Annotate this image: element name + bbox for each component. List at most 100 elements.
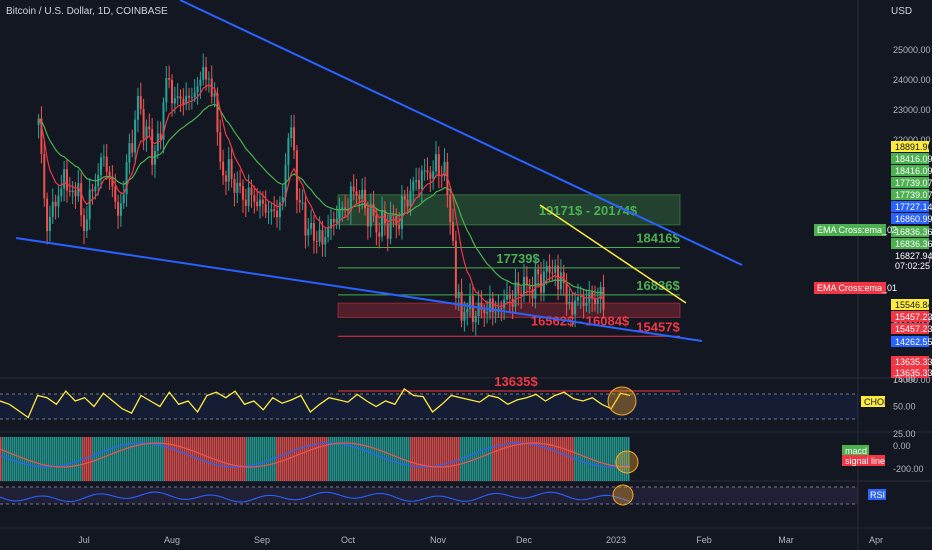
macd-histogram-bar (298, 437, 300, 481)
macd-histogram-bar (94, 437, 96, 481)
candle-body (426, 170, 429, 173)
candle-body (281, 197, 284, 203)
candle-body (318, 229, 321, 242)
rsi-highlight-circle (612, 484, 634, 506)
macd-histogram-bar (482, 437, 484, 481)
lower-trendline (15, 237, 703, 342)
macd-histogram-bar (410, 437, 412, 481)
macd-histogram-bar (122, 437, 124, 481)
macd-histogram-bar (366, 437, 368, 481)
macd-histogram-bar (266, 437, 268, 481)
price-tick-1: 24000.00 (893, 75, 931, 85)
macd-histogram-bar (236, 437, 238, 481)
macd-histogram-bar (18, 437, 20, 481)
macd-histogram-bar (468, 437, 470, 481)
macd-histogram-bar (252, 437, 254, 481)
macd-histogram-bar (58, 437, 60, 481)
price-label-1: 18416.09 (895, 154, 932, 164)
macd-histogram-bar (318, 437, 320, 481)
macd-histogram-bar (570, 437, 572, 481)
macd-histogram-bar (284, 437, 286, 481)
macd-histogram-bar (514, 437, 516, 481)
macd-histogram-bar (204, 437, 206, 481)
candle-body (119, 203, 122, 216)
macd-histogram-bar (46, 437, 48, 481)
price-label-0: 18891.96 (895, 142, 932, 152)
macd-histogram-bar (492, 437, 494, 481)
macd-histogram-bar (238, 437, 240, 481)
candle-body (432, 171, 435, 179)
candle-body (480, 302, 483, 310)
candle-body (366, 208, 369, 227)
candle-body (599, 287, 602, 300)
candle-body (278, 202, 281, 218)
macd-histogram-bar (264, 437, 266, 481)
macd-histogram-bar (4, 437, 6, 481)
macd-histogram-bar (224, 437, 226, 481)
macd-legend-bg-0 (842, 445, 869, 456)
macd-histogram-bar (352, 437, 354, 481)
macd-histogram-bar (164, 437, 166, 481)
chop-legend-bg (861, 396, 885, 407)
chop-tick-0: 75.00 (893, 374, 916, 384)
candle-body (341, 207, 344, 209)
macd-histogram-bar (518, 437, 520, 481)
price-label-bg-0 (891, 141, 929, 152)
price-label-bg-9 (891, 250, 929, 261)
macd-legend-1: signal line (845, 456, 885, 466)
macd-histogram-bar (522, 437, 524, 481)
macd-histogram-bar (496, 437, 498, 481)
macd-legend-bg-1 (842, 455, 885, 466)
macd-histogram-bar (48, 437, 50, 481)
macd-histogram-bar (248, 437, 250, 481)
price-label-6: 16860.99 (895, 214, 932, 224)
candle-body (327, 228, 330, 238)
candle-body (65, 169, 68, 191)
candle-body (420, 170, 423, 190)
macd-histogram-bar (56, 437, 58, 481)
macd-histogram-bar (72, 437, 74, 481)
macd-histogram-bar (126, 437, 128, 481)
macd-histogram-bar (40, 437, 42, 481)
macd-histogram-bar (186, 437, 188, 481)
macd-histogram-bar (228, 437, 230, 481)
candle-body (261, 199, 264, 204)
macd-histogram-bar (594, 437, 596, 481)
macd-histogram-bar (218, 437, 220, 481)
macd-histogram-bar (80, 437, 82, 481)
macd-histogram-bar (420, 437, 422, 481)
macd-histogram-bar (174, 437, 176, 481)
macd-histogram-bar (246, 437, 248, 481)
candle-body (355, 191, 358, 196)
rsi-legend: RSI (870, 490, 885, 500)
macd-histogram-bar (50, 437, 52, 481)
macd-histogram-bar (548, 437, 550, 481)
candle-body (571, 301, 574, 315)
time-tick-7: Feb (696, 535, 712, 545)
candle-body (392, 214, 395, 216)
candle-body (117, 201, 120, 216)
candle-body (222, 161, 225, 176)
candle-body (537, 269, 540, 275)
macd-histogram-bar (148, 437, 150, 481)
macd-histogram-bar (146, 437, 148, 481)
chop-highlight-circle (607, 386, 637, 416)
macd-histogram-bar (78, 437, 80, 481)
candle-body (224, 175, 227, 182)
macd-histogram-bar (216, 437, 218, 481)
price-label-bg-12 (891, 311, 929, 322)
candle-body (233, 178, 236, 193)
candle-body (409, 190, 412, 207)
candle-body (460, 291, 463, 321)
macd-legend-0: macd (845, 446, 867, 456)
macd-histogram-bar (524, 437, 526, 481)
macd-histogram-bar (488, 437, 490, 481)
macd-histogram-bar (316, 437, 318, 481)
yellow-trendline (539, 204, 687, 304)
macd-histogram-bar (104, 437, 106, 481)
price-label-9: 16827.94 (895, 251, 932, 261)
macd-histogram-bar (220, 437, 222, 481)
candle-body (48, 216, 51, 232)
macd-histogram-bar (592, 437, 594, 481)
